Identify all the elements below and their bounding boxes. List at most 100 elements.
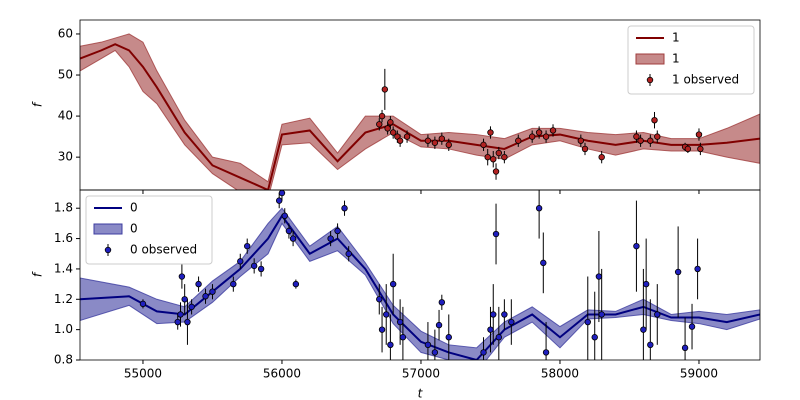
observed-point (230, 280, 237, 288)
observed-point (598, 311, 605, 318)
observed-point (399, 334, 407, 341)
legend-marker (104, 246, 112, 254)
y-tick-label: 1.2 (54, 292, 73, 306)
observed-point (178, 273, 186, 280)
observed-point (542, 349, 550, 356)
legend-label: 0 (130, 201, 138, 215)
y-tick-label: 1.8 (54, 201, 73, 215)
observed-point (389, 129, 397, 136)
observed-point (396, 318, 404, 326)
observed-point (480, 349, 487, 356)
observed-point (327, 235, 334, 242)
observed-point (435, 321, 443, 329)
observed-point (484, 153, 491, 161)
observed-point (209, 288, 216, 295)
observed-point (378, 326, 386, 333)
observed-point (281, 212, 288, 220)
observed-point (647, 341, 654, 349)
observed-point (292, 280, 300, 288)
observed-point (633, 242, 640, 250)
y-tick-label: 0.8 (54, 353, 73, 367)
observed-point (181, 296, 188, 303)
observed-point (424, 341, 432, 349)
observed-point (695, 131, 703, 138)
observed-point (431, 349, 439, 356)
observed-point (445, 334, 452, 341)
observed-point (487, 326, 494, 333)
observed-point (387, 119, 394, 126)
observed-point (384, 125, 391, 132)
observed-point (674, 268, 682, 276)
observed-point (396, 137, 404, 144)
observed-point (598, 153, 605, 161)
observed-point (487, 129, 494, 136)
observed-point (633, 133, 640, 140)
observed-point (681, 344, 689, 352)
observed-point (694, 265, 701, 273)
x-tick-label: 55000 (124, 367, 162, 381)
observed-point (501, 153, 508, 161)
observed-point (257, 265, 265, 273)
observed-point (490, 311, 497, 318)
x-tick-label: 58000 (541, 367, 579, 381)
y-axis-label: f (31, 271, 45, 277)
observed-point (654, 133, 661, 140)
observed-point (237, 258, 244, 265)
observed-point (438, 135, 446, 142)
observed-point (188, 303, 195, 311)
y-tick-label: 1.4 (54, 261, 73, 275)
observed-point (431, 139, 439, 146)
observed-point (184, 318, 191, 326)
observed-point (640, 326, 647, 333)
observed-point (684, 145, 692, 153)
legend-patch (635, 53, 665, 65)
observed-point (177, 311, 184, 318)
observed-point (651, 116, 658, 124)
legend-label: 0 (130, 222, 138, 236)
legend-label: 1 (672, 52, 680, 66)
observed-point (381, 86, 389, 93)
observed-point (275, 197, 283, 204)
observed-point (595, 273, 603, 280)
legend-patch (93, 223, 123, 235)
x-tick-label: 57000 (402, 367, 440, 381)
observed-point (584, 318, 591, 326)
observed-point (528, 133, 536, 140)
legend-box (627, 25, 755, 95)
observed-point (549, 127, 557, 134)
observed-point (438, 299, 446, 306)
observed-point (403, 133, 411, 140)
observed-point (174, 318, 181, 326)
y-tick-label: 50 (58, 68, 73, 82)
observed-point (278, 190, 286, 197)
observed-point (480, 141, 487, 149)
observed-point (195, 280, 202, 288)
observed-point (202, 293, 209, 300)
observed-point (244, 242, 251, 250)
observed-point (591, 334, 598, 341)
observed-point (637, 137, 644, 144)
observed-point (376, 121, 383, 128)
observed-point (250, 262, 258, 270)
observed-point (376, 296, 383, 303)
observed-point (492, 230, 500, 238)
axes-frame (79, 189, 761, 361)
observed-point (697, 145, 704, 153)
observed-point (501, 311, 508, 318)
y-axis-label: f (31, 101, 45, 107)
x-axis-label: t (418, 387, 424, 400)
observed-point (492, 168, 500, 175)
observed-point (389, 280, 397, 288)
plot-area (80, 33, 760, 190)
observed-point (542, 133, 550, 140)
observed-point (285, 227, 293, 235)
legend-marker (646, 76, 654, 84)
y-tick-label: 30 (58, 150, 73, 164)
plot-area (80, 190, 760, 360)
observed-point (508, 318, 515, 326)
observed-point (581, 145, 589, 153)
observed-point (535, 129, 543, 136)
legend-label: 0 observed (130, 243, 197, 257)
